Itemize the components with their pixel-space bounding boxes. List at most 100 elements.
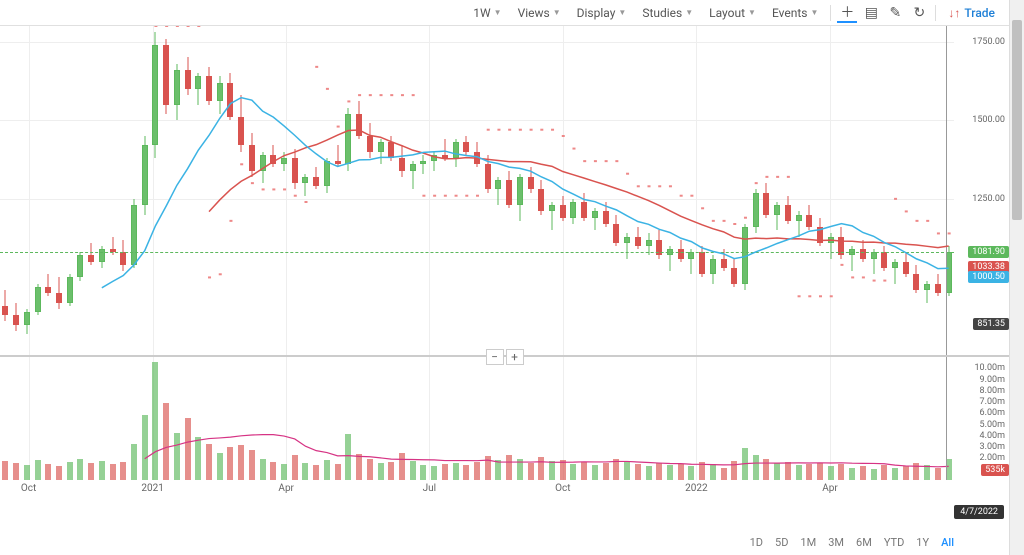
- zoom-out-button[interactable]: −: [486, 349, 504, 365]
- trade-button[interactable]: ↓↑Trade: [942, 6, 1001, 20]
- volume-bar: [345, 434, 351, 480]
- volume-bar: [335, 464, 341, 480]
- volume-bar: [817, 463, 823, 480]
- volume-bar: [721, 468, 727, 480]
- price-y-axis: 1750.001500.001250.001081.901033.381000.…: [954, 26, 1009, 355]
- volume-bar: [892, 468, 898, 480]
- volume-bar: [410, 461, 416, 480]
- scroll-thumb[interactable]: [1012, 20, 1022, 220]
- volume-bar: [399, 453, 405, 480]
- volume-bar: [538, 457, 544, 480]
- crosshair-icon[interactable]: ＋: [837, 3, 857, 23]
- volume-bar: [549, 461, 555, 480]
- volume-bar: [517, 459, 523, 480]
- volume-bar: [485, 456, 491, 480]
- range-all[interactable]: All: [941, 536, 954, 549]
- volume-bar: [260, 459, 266, 480]
- volume-bar: [924, 465, 930, 480]
- volume-bar: [356, 454, 362, 480]
- range-6m[interactable]: 6M: [856, 536, 872, 549]
- menu-events[interactable]: Events▼: [766, 0, 824, 25]
- volume-bar: [35, 460, 41, 480]
- volume-bar: [45, 464, 51, 480]
- volume-bar: [935, 468, 941, 480]
- cursor-date-badge: 4/7/2022: [954, 505, 1004, 519]
- volume-bar: [13, 463, 19, 480]
- volume-pane[interactable]: 10.00m9.00m8.00m7.00m6.00m5.00m4.00m3.00…: [0, 356, 1009, 480]
- volume-bar: [710, 464, 716, 480]
- volume-bar: [195, 437, 201, 480]
- volume-bar: [913, 463, 919, 480]
- volume-bar: [581, 462, 587, 480]
- volume-bar: [56, 466, 62, 480]
- volume-bar: [785, 462, 791, 480]
- volume-bar: [678, 464, 684, 480]
- volume-bar: [688, 466, 694, 480]
- volume-bar: [667, 465, 673, 480]
- menu-display[interactable]: Display▼: [571, 0, 633, 25]
- volume-bar: [453, 463, 459, 480]
- volume-bar: [67, 462, 73, 480]
- volume-bar: [528, 463, 534, 480]
- volume-bar: [431, 466, 437, 480]
- volume-bar: [495, 460, 501, 480]
- volume-bar: [217, 453, 223, 480]
- volume-bar: [420, 465, 426, 480]
- vertical-scrollbar[interactable]: [1009, 0, 1024, 555]
- volume-bar: [270, 462, 276, 480]
- volume-bar: [142, 415, 148, 480]
- volume-bar: [152, 362, 158, 480]
- range-ytd[interactable]: YTD: [884, 536, 904, 549]
- volume-bar: [903, 466, 909, 480]
- volume-bar: [506, 455, 512, 480]
- volume-bar: [313, 465, 319, 480]
- range-1m[interactable]: 1M: [800, 536, 816, 549]
- volume-bar: [238, 445, 244, 480]
- volume-bar: [88, 463, 94, 480]
- volume-bar: [763, 459, 769, 480]
- volume-bar: [635, 464, 641, 480]
- volume-bar: [806, 464, 812, 480]
- volume-bar: [367, 459, 373, 480]
- range-selector: 1D 5D 1M 3M 6M YTD 1Y All: [750, 536, 954, 549]
- volume-bar: [871, 469, 877, 480]
- zoom-in-button[interactable]: +: [506, 349, 524, 365]
- comment-icon[interactable]: ▤: [861, 3, 881, 23]
- volume-bar: [2, 461, 8, 480]
- range-5d[interactable]: 5D: [775, 536, 788, 549]
- time-axis: Oct2021AprJulOct2022Apr: [0, 480, 954, 500]
- menu-views[interactable]: Views▼: [512, 0, 567, 25]
- draw-icon[interactable]: ✎: [885, 3, 905, 23]
- volume-bar: [163, 403, 169, 480]
- volume-bar: [227, 447, 233, 480]
- volume-bar: [324, 460, 330, 480]
- range-1d[interactable]: 1D: [750, 536, 763, 549]
- volume-bar: [378, 463, 384, 480]
- refresh-icon[interactable]: ↻: [909, 3, 929, 23]
- volume-bar: [442, 464, 448, 480]
- range-3m[interactable]: 3M: [828, 536, 844, 549]
- volume-bar: [302, 463, 308, 480]
- volume-bar: [881, 465, 887, 480]
- menu-layout[interactable]: Layout▼: [703, 0, 762, 25]
- menu-studies[interactable]: Studies▼: [636, 0, 699, 25]
- volume-bar: [110, 464, 116, 480]
- volume-bar: [463, 465, 469, 480]
- volume-bar: [656, 463, 662, 480]
- chart-area: 1750.001500.001250.001081.901033.381000.…: [0, 26, 1009, 500]
- price-pane[interactable]: 1750.001500.001250.001081.901033.381000.…: [0, 26, 1009, 356]
- volume-bar: [646, 466, 652, 480]
- volume-bar: [828, 466, 834, 480]
- volume-bar: [174, 433, 180, 480]
- volume-y-axis: 10.00m9.00m8.00m7.00m6.00m5.00m4.00m3.00…: [954, 357, 1009, 480]
- volume-bar: [77, 459, 83, 480]
- timeframe-selector[interactable]: 1W▼: [467, 0, 507, 25]
- volume-bar: [388, 462, 394, 480]
- volume-bar: [560, 460, 566, 480]
- volume-bar: [731, 461, 737, 480]
- volume-bar: [742, 448, 748, 480]
- volume-bar: [120, 462, 126, 480]
- range-1y[interactable]: 1Y: [916, 536, 929, 549]
- volume-bar: [281, 464, 287, 480]
- volume-bar: [570, 464, 576, 480]
